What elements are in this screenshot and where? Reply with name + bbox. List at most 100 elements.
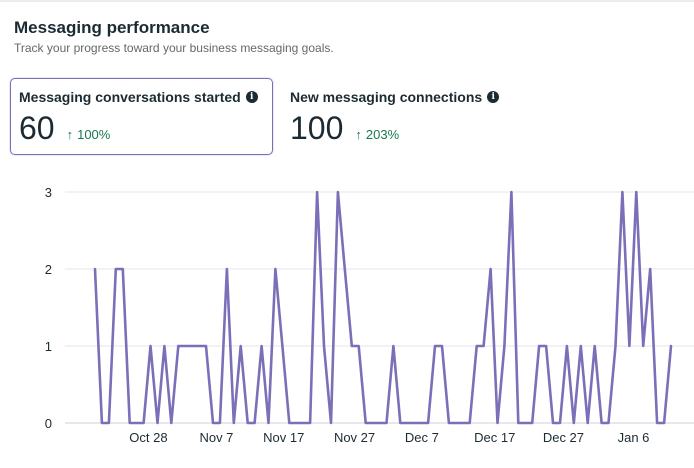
data-point[interactable] — [516, 421, 520, 425]
data-point[interactable] — [634, 190, 638, 194]
data-point[interactable] — [273, 267, 277, 271]
data-point[interactable] — [579, 344, 583, 348]
data-point[interactable] — [565, 344, 569, 348]
data-point[interactable] — [641, 344, 645, 348]
y-tick-label: 1 — [45, 339, 52, 354]
data-point[interactable] — [607, 421, 611, 425]
data-point[interactable] — [669, 344, 673, 348]
messaging-line-chart: 0 1 2 3 Oct 28 Nov 7 Nov 17 Nov 27 Dec 7 Dec 17 De… — [45, 185, 694, 445]
data-point[interactable] — [412, 421, 416, 425]
data-point[interactable] — [287, 421, 291, 425]
data-point[interactable] — [357, 344, 361, 348]
data-point[interactable] — [169, 421, 173, 425]
data-point[interactable] — [475, 344, 479, 348]
data-point[interactable] — [350, 344, 354, 348]
data-point[interactable] — [662, 421, 666, 425]
data-point[interactable] — [468, 421, 472, 425]
data-point[interactable] — [308, 421, 312, 425]
data-point[interactable] — [280, 344, 284, 348]
data-point[interactable] — [627, 344, 631, 348]
series-line — [93, 190, 673, 425]
data-point[interactable] — [336, 190, 340, 194]
data-point[interactable] — [509, 190, 513, 194]
data-point[interactable] — [572, 421, 576, 425]
data-point[interactable] — [433, 344, 437, 348]
data-point[interactable] — [544, 344, 548, 348]
data-point[interactable] — [482, 344, 486, 348]
data-point[interactable] — [489, 267, 493, 271]
data-point[interactable] — [440, 344, 444, 348]
data-point[interactable] — [655, 421, 659, 425]
data-point[interactable] — [301, 421, 305, 425]
data-point[interactable] — [322, 344, 326, 348]
data-point[interactable] — [620, 190, 624, 194]
data-point[interactable] — [294, 421, 298, 425]
data-point[interactable] — [162, 344, 166, 348]
data-point[interactable] — [149, 344, 153, 348]
data-point[interactable] — [155, 421, 159, 425]
data-point[interactable] — [176, 344, 180, 348]
data-point[interactable] — [593, 344, 597, 348]
data-point[interactable] — [142, 421, 146, 425]
data-point[interactable] — [315, 190, 319, 194]
metric-change-value: 203% — [365, 127, 400, 142]
metric-label-row: New messaging connections i — [290, 89, 512, 105]
y-tick-label: 2 — [45, 262, 52, 277]
metric-change-value: 100% — [77, 127, 111, 142]
data-point[interactable] — [496, 421, 500, 425]
data-point[interactable] — [253, 421, 257, 425]
data-point[interactable] — [419, 421, 423, 425]
data-point[interactable] — [371, 421, 375, 425]
data-point[interactable] — [426, 421, 430, 425]
data-point[interactable] — [239, 344, 243, 348]
metric-card-connections[interactable]: New messaging connections i 100 ↑ 203% — [281, 78, 521, 155]
data-point[interactable] — [461, 421, 465, 425]
data-point[interactable] — [537, 344, 541, 348]
data-point[interactable] — [558, 421, 562, 425]
data-point[interactable] — [648, 267, 652, 271]
data-point[interactable] — [183, 344, 187, 348]
data-point[interactable] — [246, 421, 250, 425]
data-point[interactable] — [197, 344, 201, 348]
data-point[interactable] — [343, 267, 347, 271]
data-point[interactable] — [384, 421, 388, 425]
data-point[interactable] — [204, 344, 208, 348]
data-point[interactable] — [232, 421, 236, 425]
metric-change: ↑ 203% — [355, 127, 399, 142]
data-point[interactable] — [93, 267, 97, 271]
data-point[interactable] — [100, 421, 104, 425]
data-point[interactable] — [107, 421, 111, 425]
data-point[interactable] — [329, 421, 333, 425]
data-point[interactable] — [121, 267, 125, 271]
data-point[interactable] — [225, 267, 229, 271]
x-tick-label: Oct 28 — [129, 430, 167, 445]
data-point[interactable] — [405, 421, 409, 425]
data-point[interactable] — [398, 421, 402, 425]
data-point[interactable] — [447, 421, 451, 425]
data-point[interactable] — [190, 344, 194, 348]
metric-change: ↑ 100% — [67, 127, 111, 142]
metric-card-conversations[interactable]: Messaging conversations started i 60 ↑ 1… — [10, 78, 273, 155]
data-point[interactable] — [454, 421, 458, 425]
data-point[interactable] — [586, 421, 590, 425]
data-point[interactable] — [613, 344, 617, 348]
metric-label: New messaging connections — [290, 89, 483, 105]
y-tick-label: 3 — [45, 185, 52, 200]
data-point[interactable] — [391, 344, 395, 348]
data-point[interactable] — [378, 421, 382, 425]
data-point[interactable] — [502, 344, 506, 348]
data-point[interactable] — [135, 421, 139, 425]
data-point[interactable] — [364, 421, 368, 425]
data-point[interactable] — [600, 421, 604, 425]
data-point[interactable] — [114, 267, 118, 271]
info-icon[interactable]: i — [487, 91, 500, 103]
data-point[interactable] — [523, 421, 527, 425]
info-icon[interactable]: i — [245, 91, 258, 103]
data-point[interactable] — [211, 421, 215, 425]
data-point[interactable] — [551, 421, 555, 425]
data-point[interactable] — [128, 421, 132, 425]
data-point[interactable] — [266, 421, 270, 425]
data-point[interactable] — [530, 421, 534, 425]
data-point[interactable] — [260, 344, 264, 348]
data-point[interactable] — [218, 421, 222, 425]
